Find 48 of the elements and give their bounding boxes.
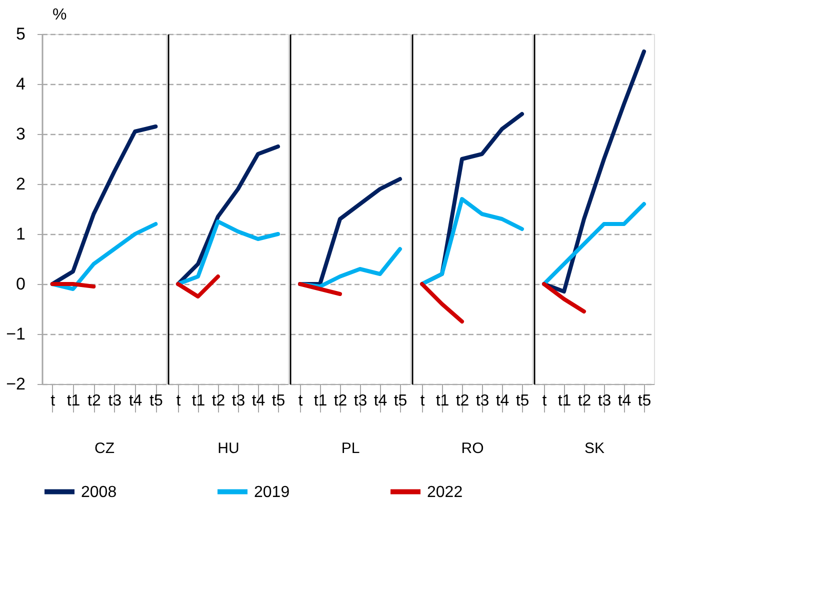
- x-tick-label: t1: [558, 392, 572, 410]
- x-tick-label: t5: [516, 392, 530, 410]
- x-tick-label: t5: [272, 392, 286, 410]
- x-tick-label: t5: [394, 392, 408, 410]
- x-tick-label: t1: [192, 392, 206, 410]
- x-tick-label: t1: [314, 392, 328, 410]
- y-tick-label: 5: [16, 24, 26, 44]
- y-tick-label: −1: [6, 324, 26, 344]
- x-tick-label: t4: [252, 392, 266, 410]
- x-tick-label: t2: [334, 392, 348, 410]
- x-tick-label: t5: [149, 392, 163, 410]
- y-tick-label: 2: [16, 174, 26, 194]
- x-tick-label: t4: [618, 392, 632, 410]
- legend-label: 2022: [427, 484, 463, 501]
- x-tick-label: t3: [354, 392, 368, 410]
- x-tick-label: t3: [476, 392, 490, 410]
- x-tick-label: t: [176, 392, 182, 410]
- x-axis-title: SK: [584, 440, 605, 457]
- x-tick-label: t2: [456, 392, 470, 410]
- x-tick-label: t: [298, 392, 304, 410]
- x-tick-label: t3: [232, 392, 246, 410]
- x-tick-label: t: [50, 392, 56, 410]
- legend-label: 2019: [254, 484, 290, 501]
- x-axis-title: PL: [341, 440, 360, 457]
- y-tick-label: 1: [16, 224, 26, 244]
- x-tick-label: t1: [66, 392, 80, 410]
- x-axis-title: RO: [461, 440, 484, 457]
- x-tick-label: t5: [638, 392, 652, 410]
- y-axis-title: %: [52, 6, 67, 24]
- x-tick-label: t1: [436, 392, 450, 410]
- x-tick-label: t4: [128, 392, 142, 410]
- y-tick-label: 4: [16, 74, 26, 94]
- x-axis-title: CZ: [94, 440, 114, 457]
- x-tick-label: t: [420, 392, 426, 410]
- x-tick-label: t: [542, 392, 548, 410]
- x-tick-label: t2: [578, 392, 592, 410]
- x-axis-title: HU: [218, 440, 240, 457]
- x-tick-label: t2: [87, 392, 101, 410]
- x-tick-label: t2: [212, 392, 226, 410]
- y-tick-label: 0: [16, 274, 26, 294]
- x-tick-label: t3: [598, 392, 612, 410]
- legend-label: 2008: [81, 484, 117, 501]
- y-tick-label: 3: [16, 124, 26, 144]
- x-tick-label: t4: [374, 392, 388, 410]
- y-tick-label: −2: [6, 374, 26, 394]
- x-tick-label: t4: [496, 392, 510, 410]
- line-series: [50, 124, 158, 286]
- x-tick-label: t3: [108, 392, 122, 410]
